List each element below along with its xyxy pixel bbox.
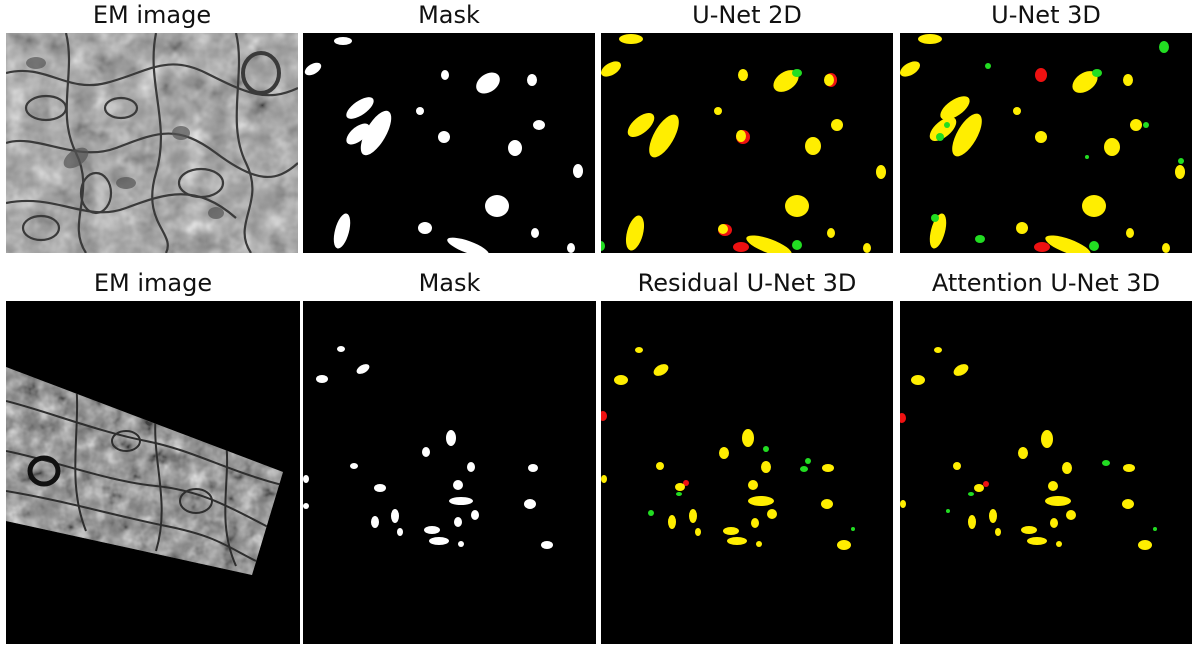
panel-caption: Residual U-Net 3D — [637, 269, 857, 297]
row2-attention-cell: Attention U-Net 3D — [900, 268, 1192, 644]
true-positive-regions — [900, 34, 1185, 253]
false-positive-regions — [648, 446, 855, 531]
panel-caption: U-Net 2D — [692, 1, 802, 29]
mask-panel — [303, 301, 596, 644]
em-texture — [6, 33, 298, 253]
prediction-panel-unet-3d — [900, 33, 1192, 253]
panel-caption: U-Net 3D — [991, 1, 1101, 29]
row2-residual-cell: Residual U-Net 3D — [601, 268, 893, 644]
row1-mask-cell: Mask — [303, 0, 595, 253]
em-membranes — [6, 33, 298, 253]
false-positive-regions — [946, 460, 1157, 531]
row1-unet3d-cell: U-Net 3D — [900, 0, 1192, 253]
true-positive-regions — [900, 347, 1152, 550]
prediction-panel-attention-unet-3d — [900, 301, 1192, 644]
true-positive-regions — [601, 34, 886, 253]
em-image-panel-rotated — [6, 301, 300, 644]
false-negative-regions — [1034, 68, 1050, 252]
row1-em-cell: EM image — [6, 0, 298, 253]
panel-caption: Attention U-Net 3D — [931, 269, 1161, 297]
false-negative-regions — [718, 73, 837, 252]
false-negative-regions — [601, 411, 689, 486]
panel-caption: EM image — [92, 1, 212, 29]
mask-panel — [303, 33, 595, 253]
mask-blobs — [303, 346, 553, 549]
row2-mask-cell: Mask — [303, 268, 596, 644]
em-organelles — [26, 57, 224, 219]
false-positive-regions — [931, 41, 1184, 251]
prediction-panel-residual-unet-3d — [601, 301, 893, 644]
em-image-panel — [6, 33, 298, 253]
panel-caption: Mask — [418, 269, 481, 297]
panel-caption: Mask — [418, 1, 480, 29]
row1-unet2d-cell: U-Net 2D — [601, 0, 893, 253]
row2-em-cell: EM image — [6, 268, 300, 644]
false-negative-regions — [900, 413, 989, 487]
mask-blobs — [304, 37, 583, 253]
false-positive-regions — [601, 69, 802, 251]
panel-caption: EM image — [93, 269, 213, 297]
prediction-panel-unet-2d — [601, 33, 893, 253]
true-positive-regions — [601, 347, 851, 550]
em-dark-ring — [27, 455, 61, 487]
